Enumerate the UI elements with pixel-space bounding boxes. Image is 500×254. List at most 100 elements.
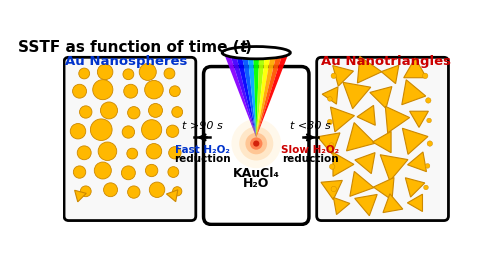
- Ellipse shape: [331, 186, 336, 192]
- Ellipse shape: [90, 119, 112, 141]
- Polygon shape: [358, 57, 382, 84]
- Ellipse shape: [427, 119, 432, 123]
- Circle shape: [246, 133, 267, 155]
- Polygon shape: [321, 181, 342, 200]
- Polygon shape: [372, 132, 391, 153]
- Polygon shape: [330, 107, 354, 132]
- Ellipse shape: [427, 141, 432, 147]
- Ellipse shape: [331, 74, 336, 79]
- Polygon shape: [374, 178, 394, 200]
- Polygon shape: [381, 66, 399, 84]
- Ellipse shape: [422, 74, 428, 79]
- Ellipse shape: [150, 182, 165, 198]
- Ellipse shape: [98, 65, 113, 80]
- Ellipse shape: [74, 166, 86, 179]
- Ellipse shape: [170, 86, 180, 97]
- Circle shape: [232, 119, 281, 169]
- Ellipse shape: [425, 164, 430, 169]
- Text: reduction: reduction: [174, 153, 231, 163]
- Ellipse shape: [148, 104, 162, 118]
- Polygon shape: [402, 129, 428, 155]
- Ellipse shape: [122, 126, 134, 139]
- Ellipse shape: [172, 107, 182, 118]
- Ellipse shape: [123, 70, 134, 80]
- Ellipse shape: [328, 97, 332, 102]
- FancyBboxPatch shape: [204, 67, 309, 225]
- Polygon shape: [408, 194, 422, 212]
- Ellipse shape: [98, 142, 117, 161]
- Circle shape: [250, 138, 262, 150]
- Ellipse shape: [77, 146, 91, 160]
- Ellipse shape: [330, 164, 335, 170]
- Polygon shape: [334, 198, 350, 215]
- Polygon shape: [322, 88, 338, 105]
- Text: H₂O: H₂O: [243, 176, 270, 189]
- Text: SSTF as function of time (: SSTF as function of time (: [18, 40, 239, 55]
- Ellipse shape: [70, 124, 86, 139]
- Ellipse shape: [144, 81, 163, 100]
- Ellipse shape: [424, 185, 428, 190]
- Ellipse shape: [72, 85, 86, 99]
- Polygon shape: [410, 112, 428, 128]
- Ellipse shape: [80, 106, 92, 119]
- Polygon shape: [346, 123, 375, 151]
- Ellipse shape: [128, 107, 140, 119]
- Text: Fast H₂O₂: Fast H₂O₂: [174, 144, 230, 154]
- Text: reduction: reduction: [282, 153, 339, 163]
- Polygon shape: [242, 54, 256, 138]
- Ellipse shape: [142, 120, 162, 140]
- Polygon shape: [357, 106, 376, 126]
- Polygon shape: [166, 190, 178, 202]
- Ellipse shape: [128, 186, 140, 198]
- Circle shape: [239, 127, 274, 161]
- Ellipse shape: [139, 64, 156, 81]
- Text: KAuCl₄: KAuCl₄: [233, 166, 280, 179]
- Polygon shape: [332, 66, 353, 87]
- Polygon shape: [230, 54, 256, 138]
- Ellipse shape: [127, 149, 138, 159]
- Text: Slow H₂O₂: Slow H₂O₂: [282, 144, 340, 154]
- Polygon shape: [333, 153, 354, 177]
- Ellipse shape: [104, 183, 118, 197]
- Text: ): ): [244, 40, 252, 55]
- Polygon shape: [254, 54, 259, 138]
- Ellipse shape: [166, 125, 179, 138]
- Polygon shape: [74, 190, 86, 202]
- Ellipse shape: [79, 69, 90, 80]
- Polygon shape: [383, 194, 403, 213]
- FancyBboxPatch shape: [64, 58, 196, 221]
- Ellipse shape: [426, 98, 431, 104]
- Text: t >90 s: t >90 s: [182, 120, 222, 130]
- Text: Au Nanotriangles: Au Nanotriangles: [322, 55, 452, 68]
- Polygon shape: [256, 54, 265, 138]
- Polygon shape: [355, 153, 375, 174]
- Ellipse shape: [146, 144, 162, 159]
- Text: t <30 s: t <30 s: [290, 120, 331, 130]
- Ellipse shape: [172, 187, 182, 196]
- Polygon shape: [248, 54, 256, 138]
- Polygon shape: [256, 54, 271, 138]
- Ellipse shape: [122, 166, 136, 180]
- Ellipse shape: [168, 147, 181, 159]
- Text: t: t: [239, 40, 246, 55]
- Polygon shape: [404, 59, 426, 78]
- Polygon shape: [236, 54, 256, 138]
- Polygon shape: [256, 54, 283, 138]
- Ellipse shape: [168, 167, 179, 178]
- Text: Au Nanospheres: Au Nanospheres: [65, 55, 187, 68]
- Ellipse shape: [164, 69, 175, 80]
- Polygon shape: [350, 172, 374, 197]
- Ellipse shape: [92, 80, 113, 100]
- Ellipse shape: [327, 120, 332, 125]
- FancyBboxPatch shape: [316, 58, 448, 221]
- Polygon shape: [406, 178, 425, 197]
- Polygon shape: [354, 195, 377, 216]
- Ellipse shape: [80, 186, 91, 197]
- Circle shape: [253, 141, 260, 147]
- Polygon shape: [256, 54, 277, 138]
- Ellipse shape: [222, 47, 290, 60]
- Ellipse shape: [124, 85, 138, 99]
- Polygon shape: [343, 83, 370, 109]
- Polygon shape: [380, 155, 408, 181]
- Ellipse shape: [329, 143, 334, 148]
